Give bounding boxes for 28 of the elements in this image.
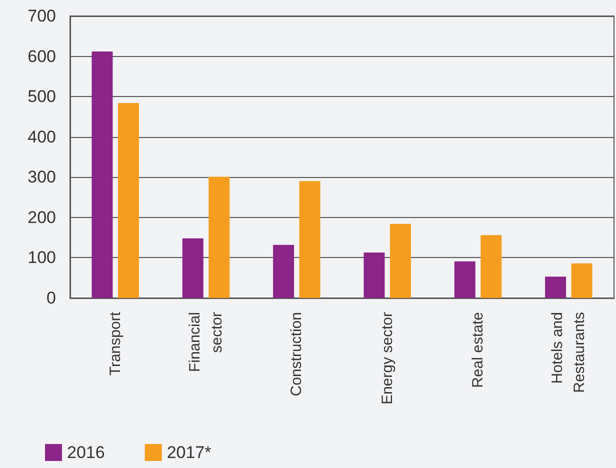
y-tick-label: 400 bbox=[28, 127, 56, 146]
y-tick-label: 100 bbox=[28, 248, 56, 268]
bar bbox=[118, 103, 139, 298]
x-tick-label: Financial sector bbox=[186, 312, 226, 372]
bar bbox=[364, 252, 385, 298]
bar bbox=[182, 238, 204, 298]
y-tick-label: 500 bbox=[28, 87, 56, 106]
x-tick-label: Transport bbox=[106, 311, 124, 376]
bar bbox=[390, 224, 411, 298]
bar bbox=[92, 51, 113, 298]
bar bbox=[273, 244, 294, 298]
y-tick-label: 0 bbox=[46, 288, 56, 308]
bar bbox=[545, 276, 566, 298]
x-tick-label: Construction bbox=[288, 312, 306, 396]
x-tick-label: Real estate bbox=[470, 312, 486, 388]
x-tick-label: Energy sector bbox=[378, 312, 396, 405]
bar bbox=[299, 181, 320, 298]
y-tick-label: 300 bbox=[28, 168, 56, 187]
bar bbox=[480, 235, 502, 298]
y-tick-label: 700 bbox=[28, 6, 56, 26]
y-tick-label: 600 bbox=[28, 46, 56, 66]
y-tick-label: 200 bbox=[28, 208, 56, 227]
bar bbox=[208, 176, 230, 298]
bar bbox=[571, 263, 592, 298]
bar bbox=[454, 261, 476, 298]
legend-label: 2017* bbox=[166, 443, 212, 462]
legend-label: 2016 bbox=[67, 443, 105, 462]
x-tick-label: Hotels and Restaurants bbox=[549, 312, 588, 393]
